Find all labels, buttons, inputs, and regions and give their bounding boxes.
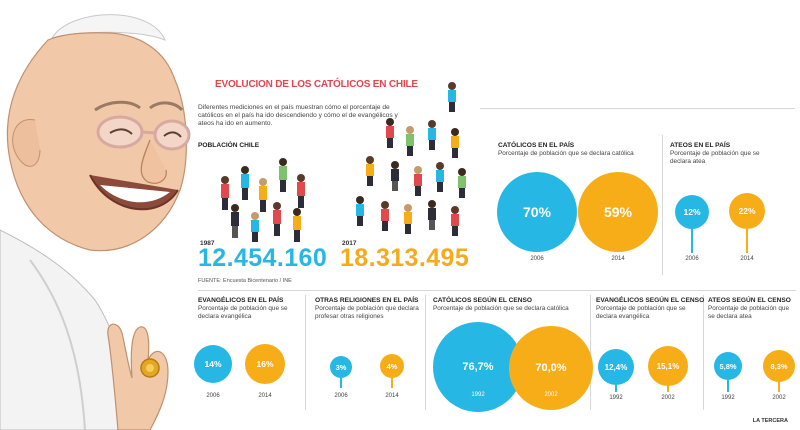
ateos-circle-2014: 22% xyxy=(729,193,765,229)
evangelicos-value-2014: 16% xyxy=(256,359,274,369)
divider-v4 xyxy=(590,295,591,410)
catolicos-year-2006: 2006 xyxy=(530,256,544,262)
divider-v3 xyxy=(425,295,426,410)
ateos-year-2014: 2014 xyxy=(740,256,754,262)
ateos-value-2006: 12% xyxy=(683,207,701,217)
cat-censo-circle-1992: 76,7% xyxy=(433,322,523,412)
evan-censo-circle-2002: 15,1% xyxy=(648,346,688,386)
cat-censo-title: CATÓLICOS SEGÚN EL CENSO xyxy=(433,297,533,304)
catolicos-circle-2014: 59% xyxy=(578,172,658,252)
poblacion-year-2017: 2017 xyxy=(342,240,357,247)
evan-censo-title: EVANGÉLICOS SEGÚN EL CENSO xyxy=(596,297,705,304)
poblacion-value-2017: 18.313.495 xyxy=(340,244,470,272)
cat-censo-value-2002: 70,0% xyxy=(535,362,567,374)
evangelicos-title: EVANGÉLICOS EN EL PAÍS xyxy=(198,297,284,304)
ateos-censo-title: ATEOS SEGÚN EL CENSO xyxy=(708,297,791,304)
ateos-subtitle: Porcentaje de población que se declara a… xyxy=(670,150,760,165)
ateos-censo-value-2002: 8,3% xyxy=(770,361,788,371)
ateos-censo-subtitle: Porcentaje de población que se declara a… xyxy=(708,305,790,320)
cat-censo-year-1992: 1992 xyxy=(471,392,485,398)
poblacion-year-1987: 1987 xyxy=(200,240,215,247)
cat-censo-subtitle: Porcentaje de población que se declara c… xyxy=(433,305,569,312)
divider-v1 xyxy=(662,135,663,275)
catolicos-value-2006: 70% xyxy=(522,204,552,220)
ateos-title: ATEOS EN EL PAÍS xyxy=(670,142,731,149)
publisher-credit: LA TERCERA xyxy=(752,418,788,424)
otras-year-2014: 2014 xyxy=(385,393,399,399)
ateos-censo-value-1992: 5,8% xyxy=(719,361,737,371)
ateos-censo-circle-2002: 8,3% xyxy=(763,350,795,382)
evangelicos-circle-2006: 14% xyxy=(194,345,232,383)
people-2017-illustration xyxy=(356,82,466,236)
pope-caricature-illustration xyxy=(0,14,191,430)
cat-censo-circle-2002: 70,0% xyxy=(509,326,593,410)
ateos-censo-year-1992: 1992 xyxy=(721,395,735,401)
ateos-stick-2014 xyxy=(746,229,748,253)
ateos-stick-2006 xyxy=(691,229,693,253)
evan-censo-value-2002: 15,1% xyxy=(656,361,680,371)
ateos-censo-stick-1992 xyxy=(727,380,729,392)
divider-v2 xyxy=(305,295,306,410)
otras-value-2006: 3% xyxy=(335,362,347,372)
catolicos-title: CATÓLICOS EN EL PAÍS xyxy=(498,142,575,149)
ateos-censo-stick-2002 xyxy=(778,382,780,392)
ateos-censo-circle-1992: 5,8% xyxy=(714,352,742,380)
catolicos-year-2014: 2014 xyxy=(611,256,625,262)
otras-year-2006: 2006 xyxy=(334,393,348,399)
divider-v5 xyxy=(703,295,704,410)
divider-top xyxy=(480,108,795,109)
otras-subtitle: Porcentaje de población que declara prof… xyxy=(315,305,419,320)
evangelicos-year-2014: 2014 xyxy=(258,393,272,399)
poblacion-value-1987: 12.454.160 xyxy=(198,244,328,272)
evangelicos-year-2006: 2006 xyxy=(206,393,220,399)
evan-censo-subtitle: Porcentaje de población que se declara e… xyxy=(596,305,686,320)
evan-censo-value-1992: 12,4% xyxy=(604,362,628,372)
people-1987-illustration xyxy=(221,158,305,242)
evan-censo-circle-1992: 12,4% xyxy=(598,349,634,385)
catolicos-subtitle: Porcentaje de población que se declara c… xyxy=(498,150,634,157)
evan-censo-year-1992: 1992 xyxy=(609,395,623,401)
otras-value-2014: 4% xyxy=(386,361,398,371)
divider-middle xyxy=(198,290,796,291)
poblacion-label: POBLACIÓN CHILE xyxy=(198,142,260,149)
ateos-circle-2006: 12% xyxy=(675,195,709,229)
catolicos-value-2014: 59% xyxy=(603,204,633,220)
cat-censo-year-2002: 2002 xyxy=(544,392,558,398)
ateos-value-2014: 22% xyxy=(738,206,756,216)
otras-stick-2006 xyxy=(340,378,342,388)
otras-stick-2014 xyxy=(391,378,393,388)
evangelicos-subtitle: Porcentaje de población que se declara e… xyxy=(198,305,288,320)
evan-censo-stick-2002 xyxy=(667,386,669,392)
ateos-censo-year-2002: 2002 xyxy=(772,395,786,401)
evan-censo-year-2002: 2002 xyxy=(661,395,675,401)
cat-censo-value-1992: 76,7% xyxy=(462,361,494,373)
otras-title: OTRAS RELIGIONES EN EL PAÍS xyxy=(315,297,419,304)
evan-censo-stick-1992 xyxy=(615,385,617,392)
page-title: EVOLUCION DE LOS CATÓLICOS EN CHILE xyxy=(215,79,418,90)
intro-text: Diferentes mediciones en el país muestra… xyxy=(198,104,398,128)
evangelicos-circle-2014: 16% xyxy=(245,344,285,384)
otras-circle-2014: 4% xyxy=(380,354,404,378)
otras-circle-2006: 3% xyxy=(330,356,352,378)
evangelicos-value-2006: 14% xyxy=(204,359,222,369)
catolicos-circle-2006: 70% xyxy=(497,172,577,252)
source-note: FUENTE: Encuesta Bicentenario / INE xyxy=(198,278,292,284)
ateos-year-2006: 2006 xyxy=(685,256,699,262)
